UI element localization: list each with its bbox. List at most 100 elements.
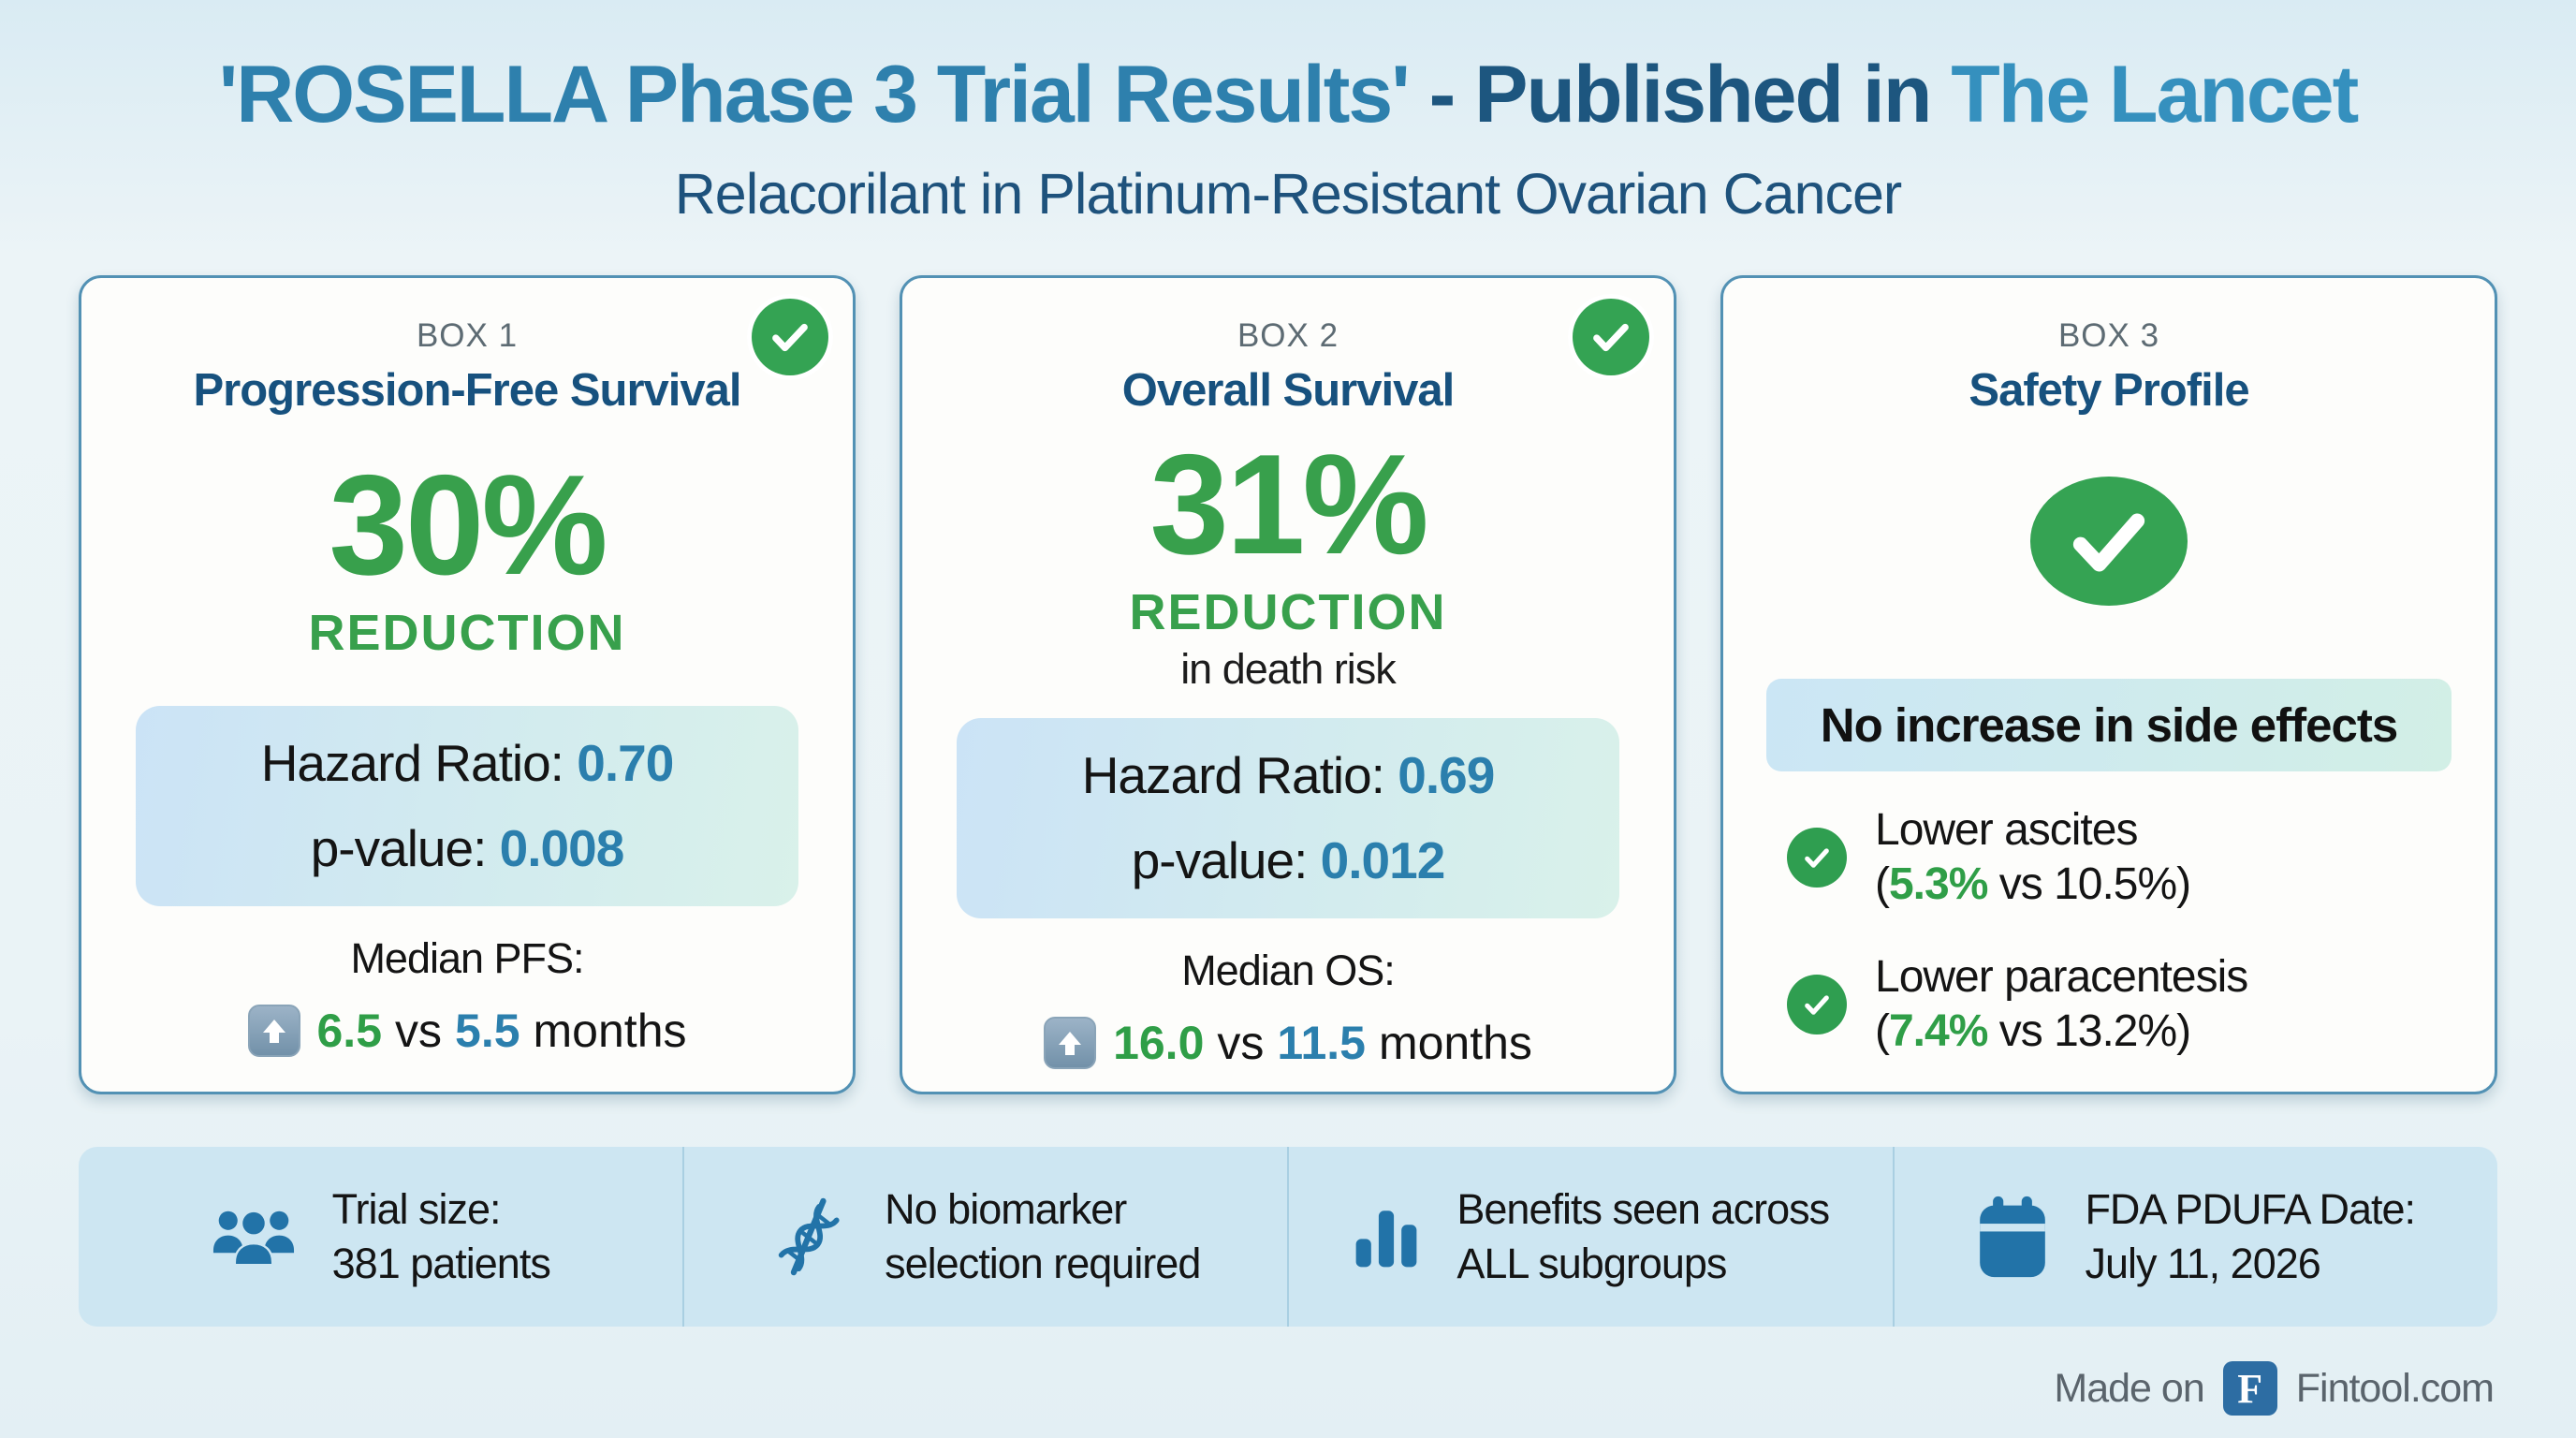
stat-line1: Trial size:	[331, 1184, 502, 1233]
page-title: 'ROSELLA Phase 3 Trial Results' - Publis…	[0, 52, 2576, 137]
up-arrow-icon	[247, 1005, 300, 1058]
stat-text: FDA PDUFA Date: July 11, 2026	[2085, 1182, 2416, 1292]
title-published-in: - Published in	[1408, 50, 1952, 139]
bullet-line1: Lower ascites	[1875, 804, 2138, 855]
hazard-ratio-label: Hazard Ratio:	[1081, 746, 1385, 805]
hazard-ratio-line: Hazard Ratio: 0.70	[145, 738, 789, 789]
box-label: BOX 1	[416, 317, 519, 355]
bullet-rest: vs 10.5%)	[1987, 858, 2191, 909]
results-cards: BOX 1 Progression-Free Survival 30% REDU…	[79, 275, 2497, 1095]
bullet-value: 7.4%	[1888, 1005, 1988, 1056]
stat-line2: selection required	[885, 1240, 1201, 1288]
reduction-note: in death risk	[1180, 645, 1397, 694]
hazard-ratio-line: Hazard Ratio: 0.69	[966, 750, 1610, 801]
bullet-line2: (7.4% vs 13.2%)	[1875, 1005, 2247, 1059]
median-label: Median PFS:	[350, 934, 584, 983]
key-facts-bar: Trial size: 381 patients No biomarker se…	[79, 1147, 2498, 1328]
bullet-text: Lower ascites (5.3% vs 10.5%)	[1875, 803, 2191, 912]
stat-subgroups: Benefits seen across ALL subgroups	[1289, 1147, 1895, 1328]
safety-bullets: Lower ascites (5.3% vs 10.5%) Lower para…	[1749, 803, 2468, 1058]
bullet-line1: Lower paracentesis	[1875, 952, 2248, 1003]
list-item-ascites: Lower ascites (5.3% vs 10.5%)	[1787, 803, 2468, 911]
card-title: Progression-Free Survival	[193, 365, 741, 417]
p-value: 0.008	[499, 819, 625, 878]
p-value-label: p-value:	[310, 819, 488, 878]
median-stat: Median PFS: 6.5 vs 5.5 months	[108, 906, 827, 1058]
stat-trial-size: Trial size: 381 patients	[79, 1147, 684, 1328]
card-safety-profile: BOX 3 Safety Profile No increase in side…	[1720, 275, 2497, 1095]
reduction-percent: 30%	[329, 445, 607, 605]
paren: (	[1875, 858, 1890, 909]
title-trial-name: 'ROSELLA Phase 3 Trial Results'	[218, 50, 1411, 139]
p-value-label: p-value:	[1131, 831, 1309, 890]
median-label: Median OS:	[1181, 946, 1396, 995]
check-badge-icon	[752, 299, 828, 376]
page-subtitle: Relacorilant in Platinum-Resistant Ovari…	[674, 162, 1903, 227]
fintool-logo-icon: F	[2222, 1361, 2277, 1416]
hazard-ratio-value: 0.70	[577, 734, 674, 793]
title-journal: The Lancet	[1951, 50, 2359, 139]
bullet-value: 5.3%	[1888, 858, 1988, 909]
bullet-line2: (5.3% vs 10.5%)	[1875, 858, 2191, 912]
box-label: BOX 3	[2057, 317, 2160, 355]
hazard-ratio-pill: Hazard Ratio: 0.69 p-value: 0.012	[957, 718, 1619, 919]
stat-text: Benefits seen across ALL subgroups	[1456, 1182, 1830, 1292]
hazard-ratio-label: Hazard Ratio:	[260, 734, 564, 793]
hazard-ratio-value: 0.69	[1398, 746, 1495, 805]
stat-text: No biomarker selection required	[885, 1182, 1201, 1292]
reduction-label: REDUCTION	[1129, 584, 1447, 641]
bullet-text: Lower paracentesis (7.4% vs 13.2%)	[1875, 950, 2248, 1059]
calendar-icon	[1976, 1196, 2049, 1278]
card-overall-survival: BOX 2 Overall Survival 31% REDUCTION in …	[900, 275, 1676, 1095]
paren: (	[1875, 1005, 1890, 1056]
stat-no-biomarker: No biomarker selection required	[684, 1147, 1289, 1328]
people-group-icon	[211, 1206, 297, 1268]
card-title: Safety Profile	[1969, 365, 2249, 417]
up-arrow-icon	[1044, 1017, 1097, 1070]
p-value-line: p-value: 0.012	[966, 835, 1610, 887]
median-unit: months	[533, 1005, 687, 1058]
list-item-paracentesis: Lower paracentesis (7.4% vs 13.2%)	[1787, 950, 2468, 1058]
median-old-value: 5.5	[455, 1005, 520, 1058]
dna-slash-icon	[770, 1194, 849, 1280]
big-check-icon	[2030, 477, 2188, 606]
check-badge-icon	[1573, 299, 1649, 376]
check-circle-icon	[1787, 974, 1847, 1034]
stat-line2: July 11, 2026	[2085, 1240, 2320, 1288]
stat-text: Trial size: 381 patients	[331, 1182, 551, 1292]
stat-line1: No biomarker	[885, 1184, 1127, 1233]
p-value: 0.012	[1320, 831, 1446, 890]
stat-line2: ALL subgroups	[1456, 1240, 1727, 1288]
median-vs: vs	[395, 1005, 443, 1058]
median-unit: months	[1378, 1017, 1532, 1070]
big-stat-block: 31% REDUCTION in death risk	[929, 433, 1647, 694]
median-vs: vs	[1217, 1017, 1265, 1070]
footer-attribution: Made on F Fintool.com	[2054, 1361, 2495, 1416]
box-label: BOX 2	[1237, 317, 1339, 355]
bullet-rest: vs 13.2%)	[1987, 1005, 2191, 1056]
header: 'ROSELLA Phase 3 Trial Results' - Publis…	[0, 0, 2576, 227]
median-old-value: 11.5	[1277, 1017, 1366, 1070]
hazard-ratio-pill: Hazard Ratio: 0.70 p-value: 0.008	[136, 706, 798, 907]
median-values: 6.5 vs 5.5 months	[108, 1004, 827, 1058]
fintool-site-label: Fintool.com	[2295, 1365, 2495, 1411]
big-stat-block: 30% REDUCTION	[108, 433, 827, 682]
median-new-value: 16.0	[1113, 1017, 1205, 1070]
safety-highlight: No increase in side effects	[1766, 678, 2452, 771]
median-stat: Median OS: 16.0 vs 11.5 months	[929, 918, 1647, 1070]
median-new-value: 6.5	[316, 1005, 383, 1058]
reduction-percent: 31%	[1149, 425, 1428, 585]
stat-pdufa-date: FDA PDUFA Date: July 11, 2026	[1895, 1147, 2498, 1327]
p-value-line: p-value: 0.008	[145, 823, 789, 874]
stat-line1: Benefits seen across	[1456, 1184, 1830, 1233]
stat-line2: 381 patients	[331, 1240, 551, 1288]
bar-chart-icon	[1352, 1196, 1421, 1277]
stat-line1: FDA PDUFA Date:	[2085, 1184, 2416, 1233]
card-progression-free-survival: BOX 1 Progression-Free Survival 30% REDU…	[79, 275, 856, 1095]
check-circle-icon	[1787, 827, 1847, 888]
reduction-label: REDUCTION	[308, 604, 626, 661]
made-on-label: Made on	[2054, 1365, 2204, 1411]
card-title: Overall Survival	[1121, 365, 1455, 417]
median-values: 16.0 vs 11.5 months	[929, 1016, 1647, 1070]
